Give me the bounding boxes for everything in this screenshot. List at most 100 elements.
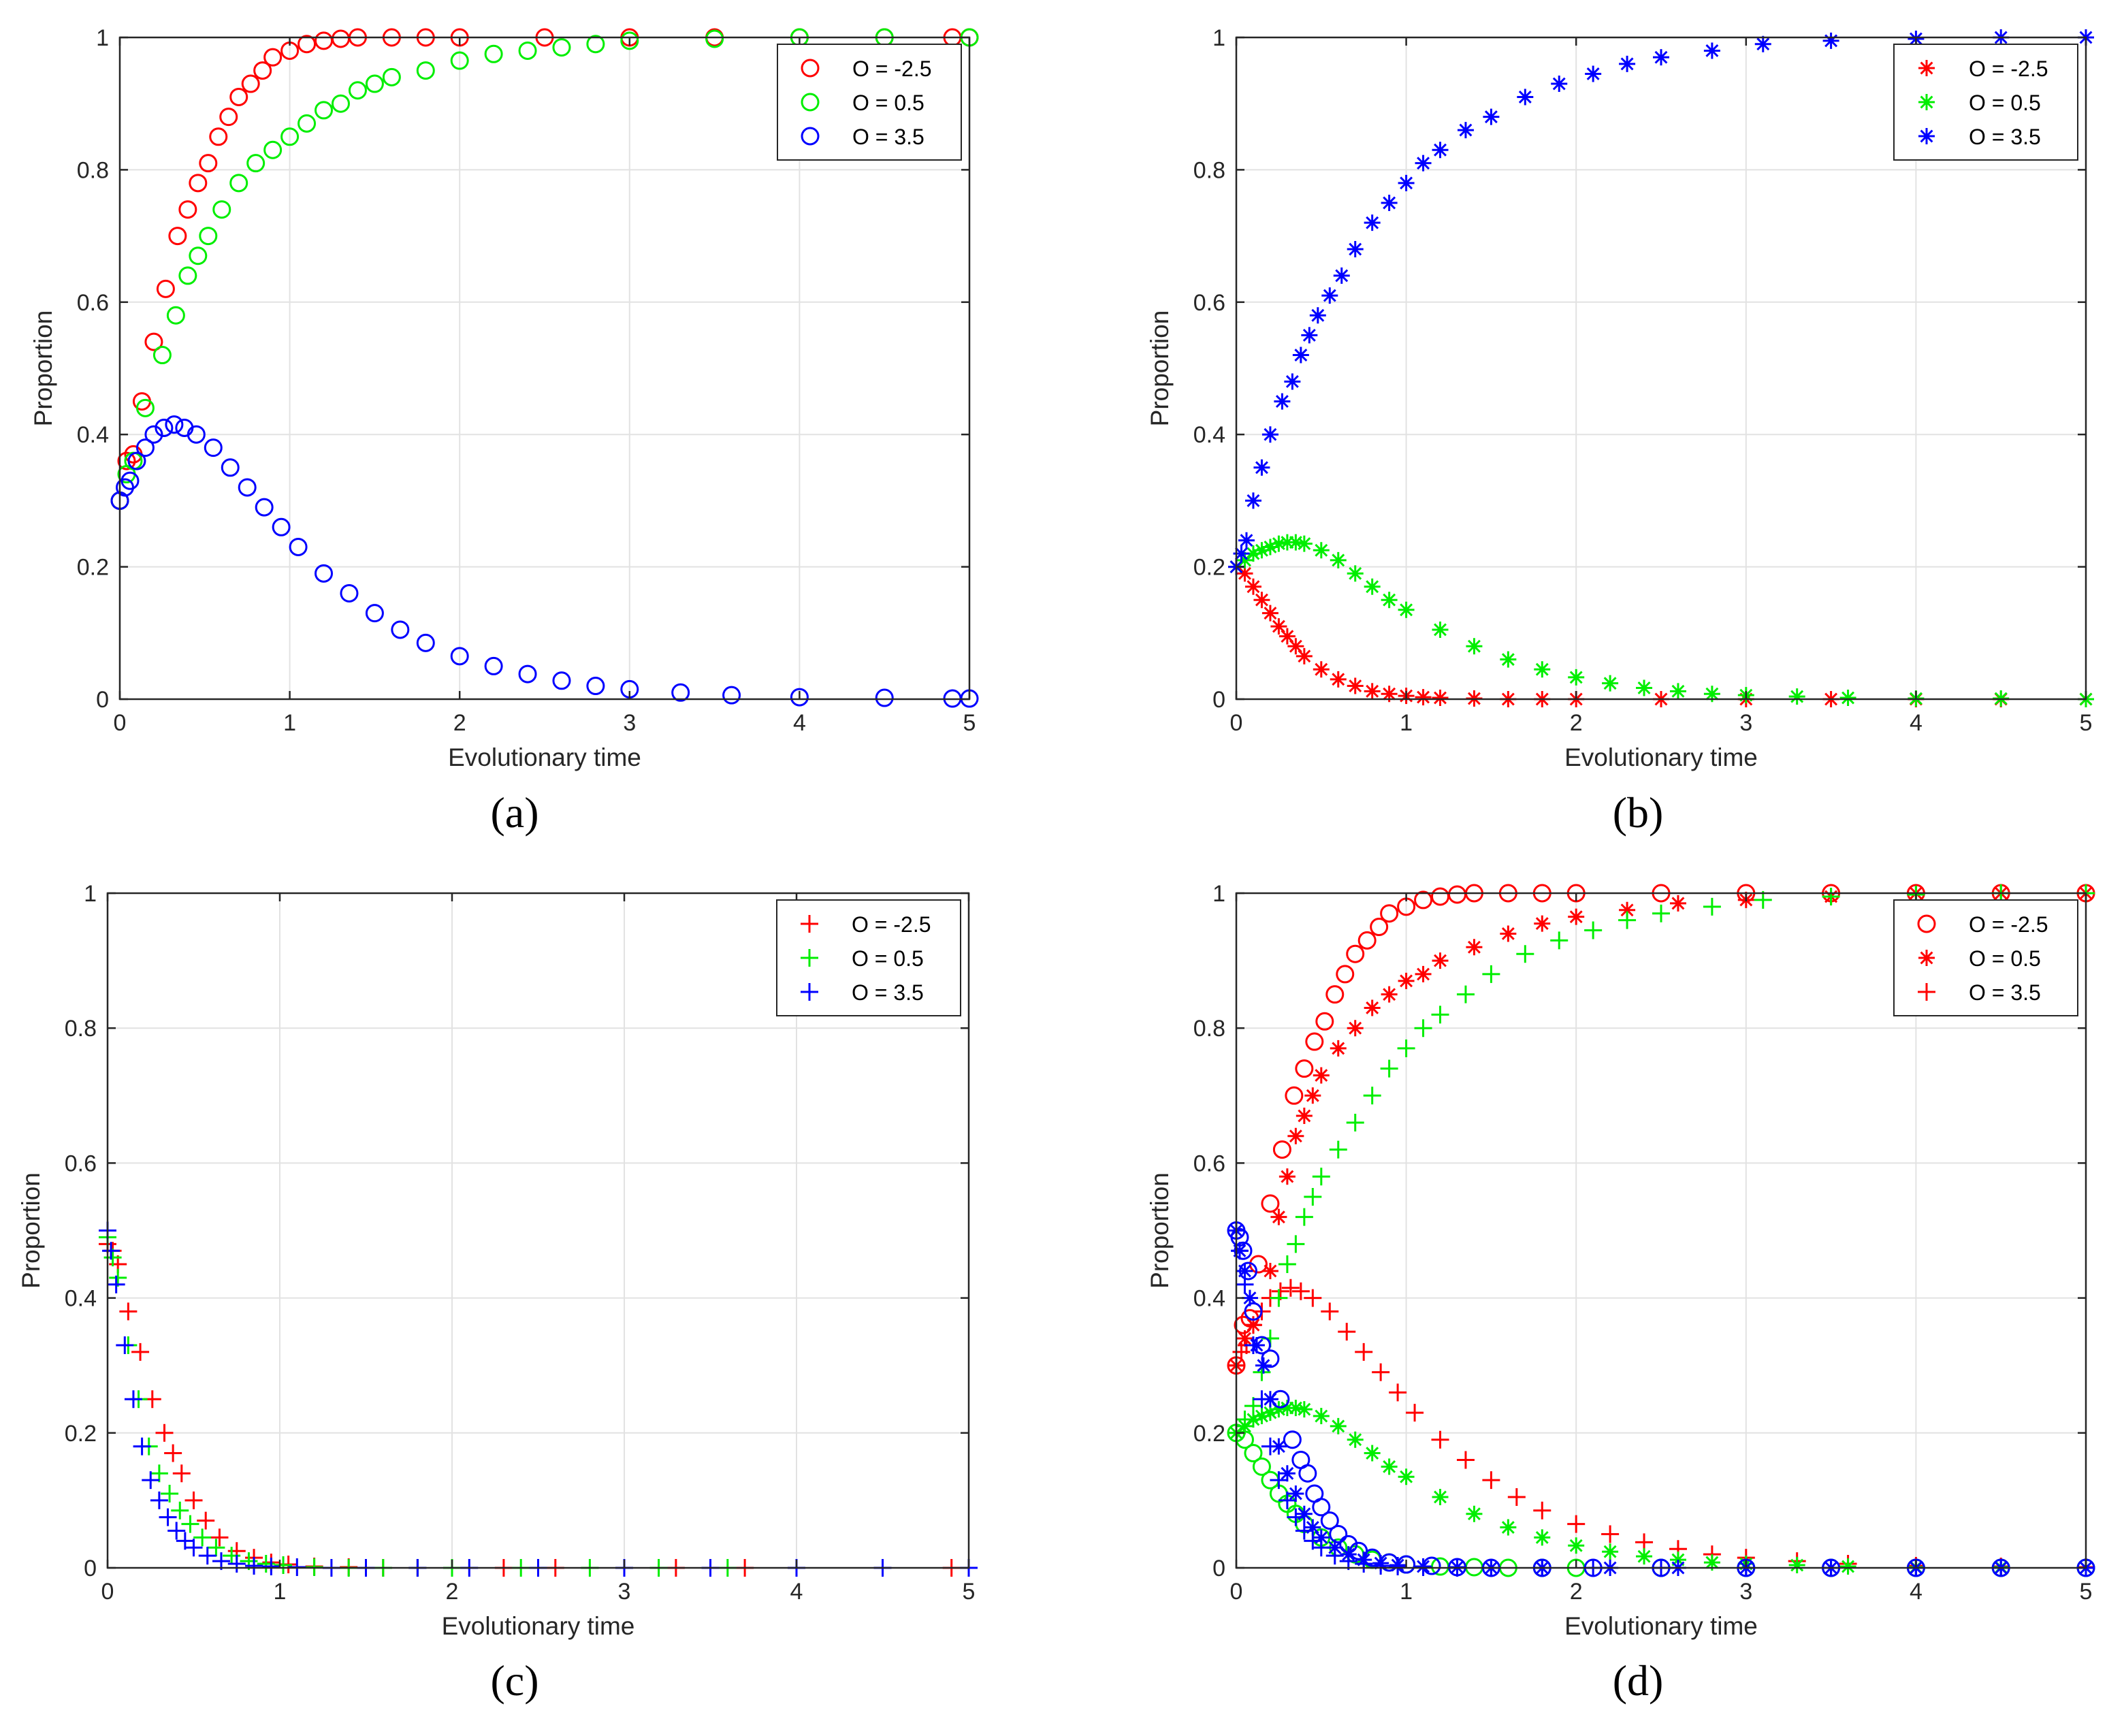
y-tick-label: 0.2 (77, 555, 109, 581)
y-tick-label: 0.6 (1193, 290, 1225, 316)
data-point (1364, 683, 1381, 700)
data-point (1432, 621, 1449, 638)
x-tick-label: 5 (2080, 1579, 2093, 1605)
legend-marker (1918, 128, 1935, 144)
data-point (1287, 1485, 1304, 1502)
data-point (1278, 628, 1296, 645)
y-tick-label: 0.8 (77, 157, 109, 183)
data-point (1364, 999, 1381, 1016)
data-point (1305, 1032, 1324, 1051)
data-point (229, 174, 248, 193)
data-point (133, 1437, 151, 1456)
data-point (416, 633, 435, 652)
data-point (1347, 1431, 1364, 1448)
data-point (1619, 55, 1636, 72)
legend: O = -2.5 O = 0.5 O = 3.5 (776, 899, 961, 1016)
data-point (246, 154, 266, 173)
data-point (107, 1275, 125, 1293)
data-point (671, 683, 690, 702)
y-tick-label: 0 (84, 1556, 97, 1581)
legend-label: O = -2.5 (1969, 57, 2048, 81)
data-point (193, 1528, 212, 1547)
data-point (238, 478, 257, 497)
data-point (159, 1508, 177, 1526)
y-axis-label: Proportion (1146, 310, 1174, 427)
data-point (1278, 1400, 1296, 1417)
data-point (1336, 965, 1355, 984)
data-point (875, 688, 894, 707)
data-point (253, 61, 272, 80)
data-point (1839, 690, 1856, 707)
data-point (1346, 944, 1365, 963)
data-point (1291, 1282, 1310, 1300)
data-point (1230, 1242, 1249, 1260)
data-point (1295, 1059, 1314, 1078)
x-axis-label: Evolutionary time (448, 743, 641, 771)
data-point (1355, 1343, 1373, 1361)
y-tick-label: 0.2 (1193, 555, 1225, 581)
data-point (1381, 592, 1398, 609)
data-point (1236, 1330, 1253, 1347)
legend-marker (801, 93, 820, 112)
data-point (1281, 1279, 1300, 1297)
panel-c: 0 1 2 3 4 5 0 0.2 0.4 0.6 0.8 1 Evolutionary time Pro… (17, 881, 978, 1705)
data-point (1482, 965, 1500, 983)
data-point (1313, 542, 1330, 559)
data-point (1551, 76, 1568, 93)
data-point (1244, 545, 1261, 562)
data-point (297, 114, 317, 133)
data-point (1238, 532, 1255, 549)
data-point (1414, 1019, 1432, 1038)
data-point (586, 677, 605, 696)
data-point (1313, 661, 1330, 678)
panel-label: (b) (1613, 788, 1664, 837)
data-point (552, 671, 571, 690)
data-point (1500, 925, 1517, 942)
data-point (1346, 1113, 1364, 1131)
data-point (161, 1484, 179, 1502)
data-point (1347, 241, 1364, 258)
data-point (1261, 1349, 1280, 1368)
data-point (187, 425, 206, 444)
data-point (1236, 1410, 1254, 1428)
y-tick-label: 0 (1212, 687, 1225, 713)
data-point (189, 246, 208, 266)
data-point (1406, 1404, 1424, 1422)
data-point (289, 537, 308, 556)
data-point (262, 1558, 280, 1576)
axes-frame (1235, 36, 2087, 701)
data-point (552, 38, 571, 57)
data-point (1261, 1262, 1278, 1279)
data-point (263, 140, 283, 159)
data-point (1517, 89, 1534, 106)
data-point (450, 647, 469, 666)
data-point (1253, 459, 1270, 476)
data-point (102, 1242, 120, 1260)
data-point (586, 35, 605, 54)
data-point (1652, 904, 1670, 922)
data-point (1329, 1140, 1347, 1159)
data-point (1330, 1417, 1347, 1434)
data-point (365, 604, 384, 623)
data-point (1244, 578, 1261, 595)
data-point (391, 620, 410, 639)
legend-label: O = -2.5 (852, 912, 931, 937)
axes-frame (118, 36, 971, 701)
data-point (198, 1547, 216, 1565)
data-point (1287, 1508, 1305, 1526)
data-point (1325, 985, 1345, 1004)
data-point (1295, 1208, 1313, 1226)
data-point (1372, 1363, 1390, 1381)
data-point (1301, 327, 1318, 344)
data-point (1381, 1458, 1398, 1475)
data-point (722, 686, 741, 705)
data-point (1398, 601, 1415, 618)
data-point (1321, 287, 1338, 304)
series-o-3-5 (110, 415, 979, 708)
data-point (1320, 1511, 1339, 1530)
data-point (152, 346, 172, 365)
data-point (1313, 1529, 1330, 1546)
data-point (1585, 65, 1602, 82)
data-point (1533, 1501, 1551, 1520)
legend-box (777, 44, 962, 161)
